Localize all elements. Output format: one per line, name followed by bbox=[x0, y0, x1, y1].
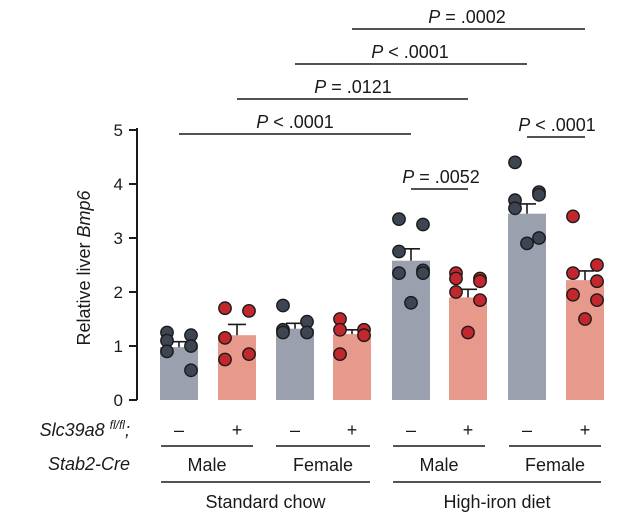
p-value-label: P = .0052 bbox=[402, 167, 480, 187]
data-point bbox=[357, 328, 371, 343]
data-point bbox=[473, 274, 487, 289]
data-point bbox=[392, 212, 406, 227]
p-symbol: P bbox=[371, 42, 383, 62]
data-point bbox=[590, 274, 604, 289]
genotype-label-slc39a8: Slc39a8 fl/fl; bbox=[40, 418, 130, 440]
p-value-label: P < .0001 bbox=[371, 42, 449, 62]
p-value-label: P < .0001 bbox=[518, 115, 596, 135]
p-value-text: < .0001 bbox=[530, 115, 596, 135]
genotype-sign: + bbox=[463, 420, 474, 440]
y-tick-label: 3 bbox=[114, 229, 123, 248]
group-labels: Slc39a8 fl/fl;Stab2-Cre– + – + – + – +Male Femal… bbox=[40, 418, 601, 512]
data-point bbox=[218, 352, 232, 367]
p-value-text: = .0121 bbox=[326, 77, 392, 97]
data-point bbox=[184, 363, 198, 378]
data-point bbox=[520, 236, 534, 251]
p-value-label: P = .0002 bbox=[428, 7, 506, 27]
p-symbol: P bbox=[428, 7, 440, 27]
data-point bbox=[276, 298, 290, 313]
data-point bbox=[333, 347, 347, 361]
genotype-sign: – bbox=[522, 420, 532, 440]
data-point bbox=[416, 266, 430, 280]
data-point bbox=[218, 301, 232, 316]
bar bbox=[392, 260, 430, 400]
data-point bbox=[473, 293, 487, 307]
data-point bbox=[392, 244, 406, 259]
gene-superscript: fl/fl bbox=[110, 418, 126, 432]
gene-suffix: ; bbox=[125, 420, 130, 440]
data-point bbox=[392, 266, 406, 280]
bars-layer bbox=[160, 203, 604, 400]
bar bbox=[276, 328, 314, 400]
data-point bbox=[242, 303, 256, 318]
y-tick-label: 0 bbox=[114, 391, 123, 410]
p-symbol: P bbox=[314, 77, 326, 97]
data-point bbox=[566, 287, 580, 302]
p-value-text: = .0002 bbox=[440, 7, 506, 27]
p-symbol: P bbox=[518, 115, 530, 135]
data-point bbox=[276, 325, 290, 340]
sex-label: Female bbox=[293, 455, 353, 475]
p-symbol: P bbox=[402, 167, 414, 187]
data-point bbox=[416, 217, 430, 232]
data-point bbox=[578, 312, 592, 326]
genotype-sign: + bbox=[347, 420, 358, 440]
y-tick-label: 1 bbox=[114, 337, 123, 356]
diet-label: Standard chow bbox=[205, 492, 326, 512]
sex-label: Male bbox=[419, 455, 458, 475]
y-tick-label: 4 bbox=[114, 175, 123, 194]
points-layer bbox=[160, 155, 604, 378]
genotype-sign: + bbox=[580, 420, 591, 440]
bar bbox=[333, 334, 371, 400]
data-point bbox=[218, 330, 232, 345]
p-value-label: P < .0001 bbox=[256, 112, 334, 132]
data-point bbox=[449, 285, 463, 299]
data-point bbox=[333, 322, 347, 337]
bar bbox=[218, 335, 256, 400]
data-point bbox=[566, 209, 580, 224]
sex-label: Female bbox=[525, 455, 585, 475]
y-axis-label-text: Relative liver bbox=[74, 237, 94, 345]
data-point bbox=[508, 155, 522, 170]
data-point bbox=[566, 266, 580, 280]
data-point bbox=[532, 187, 546, 202]
y-tick-label: 5 bbox=[114, 121, 123, 140]
y-tick-label: 2 bbox=[114, 283, 123, 302]
p-value-text: = .0052 bbox=[414, 167, 480, 187]
data-point bbox=[242, 347, 256, 361]
sex-label: Male bbox=[187, 455, 226, 475]
diet-label: High-iron diet bbox=[443, 492, 550, 512]
genotype-sign: – bbox=[290, 420, 300, 440]
data-point bbox=[532, 231, 546, 245]
p-value-label: P = .0121 bbox=[314, 77, 392, 97]
data-point bbox=[461, 325, 475, 340]
data-point bbox=[300, 325, 314, 340]
p-value-text: < .0001 bbox=[268, 112, 334, 132]
data-point bbox=[508, 201, 522, 216]
p-value-text: < .0001 bbox=[383, 42, 449, 62]
data-point bbox=[590, 293, 604, 307]
gene-name: Slc39a8 bbox=[40, 420, 110, 440]
genotype-sign: + bbox=[232, 420, 243, 440]
data-point bbox=[404, 295, 418, 310]
genotype-label-stab2cre: Stab2-Cre bbox=[48, 454, 130, 474]
y-axis-label: Relative liver Bmp6 bbox=[74, 189, 94, 345]
bar bbox=[449, 297, 487, 400]
genotype-sign: – bbox=[174, 420, 184, 440]
p-symbol: P bbox=[256, 112, 268, 132]
data-point bbox=[184, 339, 198, 353]
y-axis-label-gene: Bmp6 bbox=[74, 189, 94, 237]
y-axis: 0 1 2 3 4 5 Relative liver Bmp6 bbox=[74, 121, 138, 410]
data-point bbox=[160, 344, 174, 359]
data-point bbox=[590, 258, 604, 272]
genotype-sign: – bbox=[406, 420, 416, 440]
data-point bbox=[449, 271, 463, 286]
